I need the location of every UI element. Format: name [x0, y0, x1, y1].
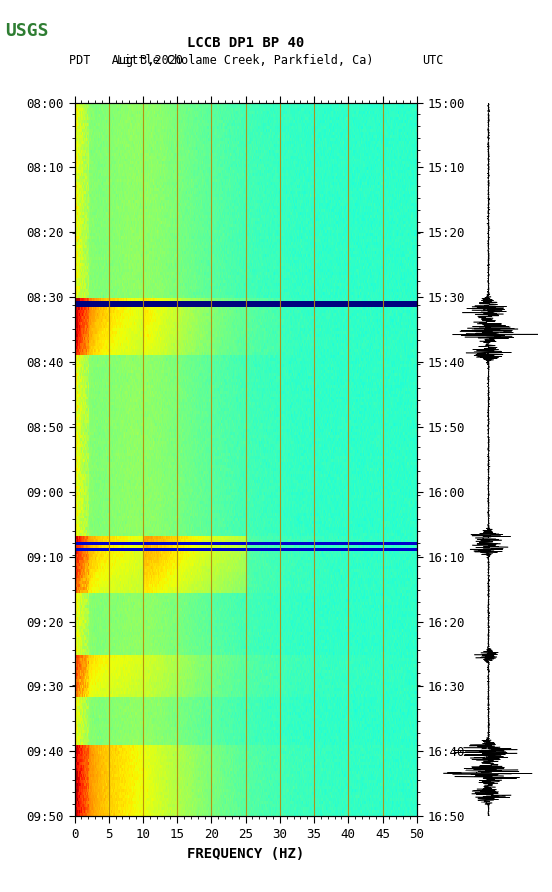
- Text: Little Cholame Creek, Parkfield, Ca): Little Cholame Creek, Parkfield, Ca): [118, 54, 374, 68]
- Text: LCCB DP1 BP 40: LCCB DP1 BP 40: [187, 36, 304, 50]
- Text: PDT   Aug 3,2020: PDT Aug 3,2020: [69, 54, 183, 68]
- Text: UTC: UTC: [422, 54, 444, 68]
- Text: USGS: USGS: [6, 22, 49, 40]
- X-axis label: FREQUENCY (HZ): FREQUENCY (HZ): [187, 847, 304, 861]
